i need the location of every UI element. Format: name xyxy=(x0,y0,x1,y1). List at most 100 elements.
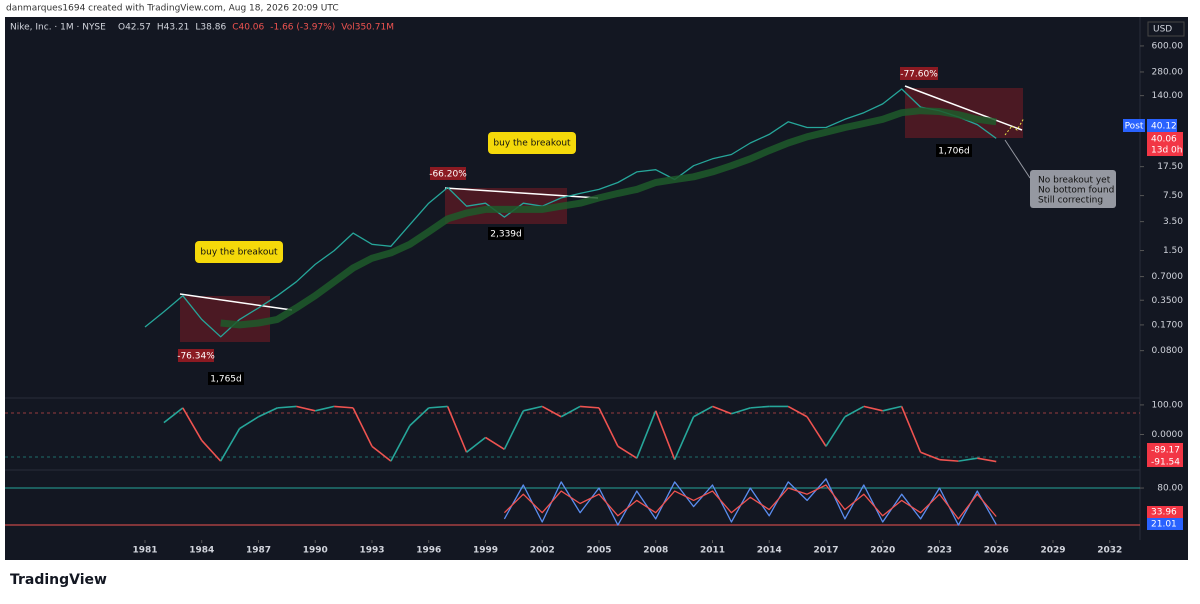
osc-segment xyxy=(844,405,865,418)
value-badge xyxy=(1147,443,1183,467)
stoch-value: 21.01 xyxy=(1151,520,1177,530)
x-tick-label: 2017 xyxy=(813,546,838,556)
note-line: Still correcting xyxy=(1038,196,1103,206)
note-line: No bottom found xyxy=(1038,186,1114,196)
label-box xyxy=(936,144,972,157)
drop-label: -76.34% xyxy=(177,352,215,362)
y-tick-label: 0.7000 xyxy=(1152,272,1184,282)
symbol: Nike, Inc. · 1M · NYSE xyxy=(10,23,106,33)
osc-segment xyxy=(617,445,638,459)
osc-segment xyxy=(598,407,619,447)
ohlc-value: Vol350.71M xyxy=(341,23,394,33)
drop-label: -77.60% xyxy=(900,70,938,80)
callout-text: buy the breakout xyxy=(493,139,571,149)
y-tick-label: 0.1700 xyxy=(1152,320,1184,330)
post-badge xyxy=(1123,119,1145,132)
osc-segment xyxy=(636,410,657,459)
ohlc-value: H43.21 xyxy=(157,23,190,33)
trendline xyxy=(179,293,293,311)
x-tick-label: 2023 xyxy=(927,546,952,556)
price-badge xyxy=(1147,132,1183,156)
trendline xyxy=(904,85,1023,131)
osc-segment xyxy=(787,405,808,418)
label-box xyxy=(488,227,524,240)
x-tick-label: 2005 xyxy=(586,546,611,556)
x-tick-label: 2002 xyxy=(530,546,555,556)
osc-value: -91.54 xyxy=(1151,458,1180,468)
y-tick-label: 100.00 xyxy=(1152,400,1184,410)
y-tick-label: 0.0000 xyxy=(1152,430,1184,440)
osc-segment xyxy=(428,405,448,409)
x-tick-label: 1981 xyxy=(132,546,157,556)
value-badge xyxy=(1147,506,1183,518)
line xyxy=(144,88,997,338)
y-tick-label: 80.00 xyxy=(1157,484,1183,494)
osc-segment xyxy=(371,445,392,462)
osc-value: -89.17 xyxy=(1151,446,1180,456)
y-tick-label: 0.0800 xyxy=(1152,346,1184,356)
drawdown-box xyxy=(180,296,270,342)
osc-segment xyxy=(560,405,581,418)
osc-segment xyxy=(806,416,827,447)
osc-segment xyxy=(523,405,543,412)
osc-segment xyxy=(219,428,241,462)
x-tick-label: 1987 xyxy=(246,546,271,556)
osc-segment xyxy=(315,405,335,412)
callout xyxy=(195,241,283,263)
x-tick-label: 2008 xyxy=(643,546,668,556)
osc-segment xyxy=(352,407,373,447)
osc-segment xyxy=(503,410,525,450)
osc-segment xyxy=(882,405,902,412)
x-tick-label: 1990 xyxy=(303,546,328,556)
label-box xyxy=(208,372,244,385)
label-box xyxy=(178,349,214,362)
osc-segment xyxy=(939,458,959,462)
osc-segment xyxy=(580,405,600,409)
x-tick-label: 1984 xyxy=(189,546,214,556)
price-badge xyxy=(1147,119,1177,132)
x-tick-label: 2014 xyxy=(757,546,782,556)
osc-segment xyxy=(712,405,732,415)
days-label: 1,706d xyxy=(938,147,969,157)
callout xyxy=(488,132,576,154)
value-badge xyxy=(1147,518,1183,530)
osc-segment xyxy=(958,457,978,462)
osc-segment xyxy=(182,407,203,441)
osc-segment xyxy=(863,405,883,412)
label-box xyxy=(430,167,466,180)
x-tick-label: 2020 xyxy=(870,546,895,556)
osc-segment xyxy=(466,436,486,453)
days-label: 1,765d xyxy=(210,375,241,385)
countdown: 13d 0h xyxy=(1151,146,1182,156)
osc-segment xyxy=(409,407,430,427)
osc-segment xyxy=(485,436,505,450)
osc-segment xyxy=(390,425,411,462)
y-tick-label: 3.50 xyxy=(1163,217,1183,227)
trendline xyxy=(444,187,599,199)
x-tick-label: 1996 xyxy=(416,546,441,556)
note-line: No breakout yet xyxy=(1038,176,1111,186)
currency: USD xyxy=(1153,25,1172,35)
osc-segment xyxy=(750,405,770,409)
osc-segment xyxy=(258,407,278,418)
osc-segment xyxy=(239,416,259,430)
osc-segment xyxy=(541,405,562,418)
x-tick-label: 2026 xyxy=(984,546,1009,556)
post-label: Post xyxy=(1125,122,1144,132)
ohlc-value: C40.06 xyxy=(232,23,264,33)
days-label: 2,339d xyxy=(490,230,521,240)
y-tick-label: 600.00 xyxy=(1152,41,1184,51)
x-tick-label: 2032 xyxy=(1097,546,1122,556)
osc-segment xyxy=(277,405,297,409)
projection xyxy=(1004,117,1025,136)
y-tick-label: 280.00 xyxy=(1152,67,1184,77)
x-tick-label: 2029 xyxy=(1040,546,1065,556)
ohlc-value: L38.86 xyxy=(195,23,226,33)
ohlc-value: O42.57 xyxy=(118,23,151,33)
y-tick-label: 1.50 xyxy=(1163,246,1183,256)
y-tick-label: 0.3500 xyxy=(1152,296,1184,306)
osc-segment xyxy=(731,407,751,415)
callout-pointer xyxy=(1004,139,1031,179)
